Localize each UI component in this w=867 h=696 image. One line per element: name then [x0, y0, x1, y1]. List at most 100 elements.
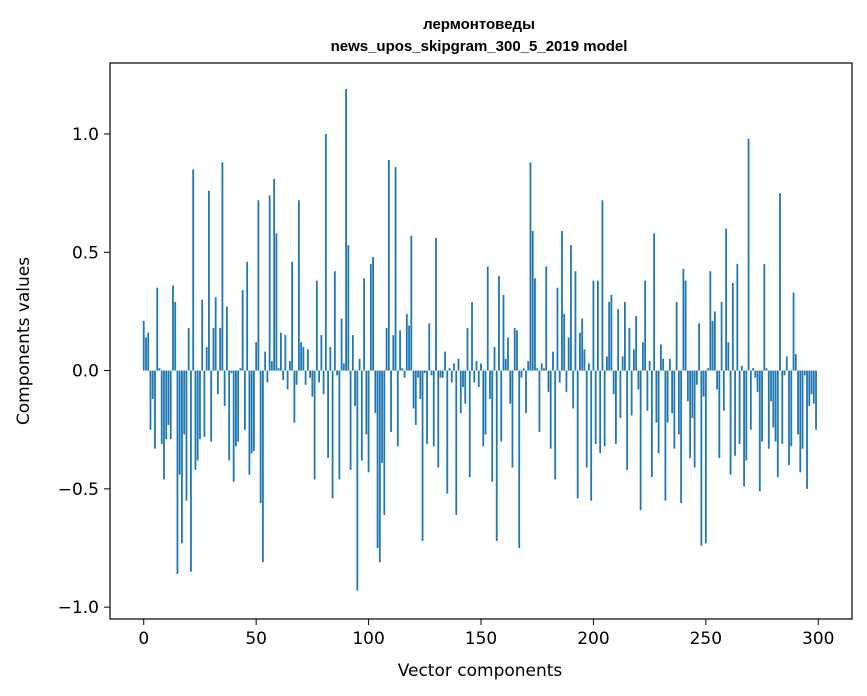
bar: [729, 370, 732, 475]
bar: [241, 290, 244, 371]
x-axis-label: Vector components: [398, 661, 563, 681]
bar: [561, 230, 563, 371]
y-tick-label: −0.5: [58, 480, 99, 500]
bar: [259, 370, 262, 504]
bar: [628, 327, 631, 371]
bar: [228, 370, 231, 461]
bar: [581, 318, 584, 371]
bar: [262, 370, 264, 563]
bar: [538, 370, 541, 433]
bar: [489, 370, 491, 399]
bar: [471, 301, 473, 371]
bar: [567, 337, 570, 371]
bar: [401, 368, 404, 371]
bar: [194, 370, 197, 470]
bar: [174, 301, 177, 371]
bar: [565, 370, 568, 392]
bar: [770, 370, 772, 402]
bar: [498, 275, 500, 371]
bar: [500, 370, 503, 442]
bar: [473, 370, 476, 383]
bar: [583, 349, 586, 371]
bar: [369, 264, 372, 371]
x-tick-label: 250: [690, 629, 722, 649]
x-axis-ticks: 0 50 100 150 200 250 300: [138, 619, 834, 649]
bar: [585, 370, 588, 468]
bar: [588, 363, 590, 371]
bar: [448, 368, 451, 371]
bar: [752, 368, 754, 371]
bar: [743, 370, 745, 487]
bar: [446, 370, 449, 494]
bar: [637, 370, 640, 390]
bar: [275, 233, 278, 371]
bar: [160, 370, 163, 444]
bar: [749, 370, 752, 430]
bar: [646, 370, 649, 411]
bar: [347, 245, 350, 371]
bar: [689, 370, 692, 459]
bar: [740, 365, 743, 371]
bar: [677, 370, 680, 435]
bar: [385, 327, 388, 371]
chart-title: лермонтоведы: [423, 16, 535, 33]
bar: [300, 342, 303, 371]
bar: [410, 235, 413, 371]
bar: [579, 332, 581, 371]
bar: [563, 313, 566, 371]
bar: [504, 358, 507, 371]
bar: [686, 370, 689, 402]
bar: [491, 370, 494, 482]
bar: [520, 370, 523, 378]
chart-subtitle: news_upos_skipgram_300_5_2019 model: [331, 38, 628, 55]
x-tick-label: 100: [352, 629, 384, 649]
bar: [151, 370, 154, 399]
bar: [338, 370, 341, 480]
bar: [142, 320, 145, 371]
bar: [383, 370, 386, 515]
bar: [554, 370, 557, 480]
bar: [468, 370, 471, 478]
bar: [414, 370, 417, 425]
bar: [372, 257, 374, 371]
bar: [808, 370, 811, 407]
bar: [147, 332, 150, 371]
bar: [653, 233, 656, 371]
bar: [792, 292, 795, 371]
bar: [165, 370, 168, 440]
bar: [509, 370, 512, 404]
bar: [435, 238, 437, 371]
bar: [288, 361, 291, 371]
bar: [725, 228, 727, 371]
bar: [284, 335, 287, 371]
bar: [552, 351, 554, 371]
bar: [419, 370, 422, 399]
bar: [282, 370, 285, 381]
bar: [176, 370, 179, 575]
bar: [797, 370, 799, 435]
bar: [693, 370, 696, 468]
bar: [279, 332, 282, 371]
bar: [158, 368, 161, 371]
bar: [779, 193, 781, 371]
bar: [293, 370, 296, 423]
bar: [441, 370, 444, 378]
bar: [246, 261, 249, 371]
bar: [518, 370, 521, 549]
bar: [549, 370, 552, 449]
bar: [815, 370, 817, 430]
bar: [273, 178, 276, 371]
bar: [172, 285, 174, 371]
bar: [183, 370, 186, 435]
y-tick-label: 0.5: [72, 243, 99, 263]
bar: [475, 361, 478, 371]
bar: [722, 370, 725, 411]
bar: [758, 370, 761, 492]
bar: [507, 337, 509, 371]
bar: [684, 280, 687, 371]
bar: [594, 370, 597, 444]
bar: [248, 370, 251, 475]
bar: [718, 370, 721, 459]
bar: [327, 370, 329, 459]
